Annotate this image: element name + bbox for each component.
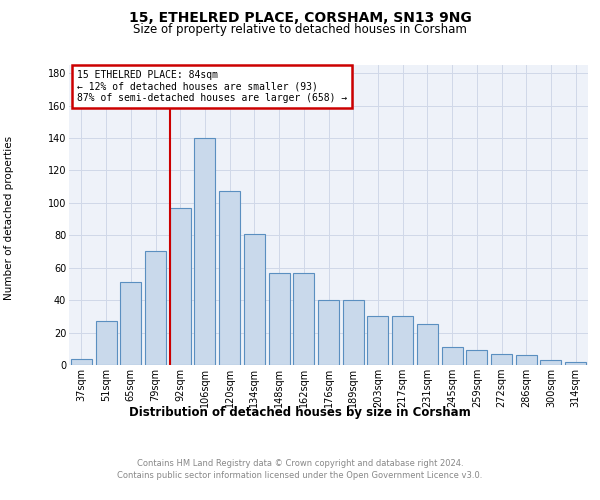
Bar: [194, 138, 215, 365]
Bar: [516, 356, 537, 365]
Text: Distribution of detached houses by size in Corsham: Distribution of detached houses by size …: [129, 406, 471, 419]
Bar: [367, 316, 388, 365]
Bar: [565, 362, 586, 365]
Bar: [95, 321, 116, 365]
Bar: [318, 300, 339, 365]
Text: Number of detached properties: Number of detached properties: [4, 136, 14, 300]
Bar: [244, 234, 265, 365]
Bar: [491, 354, 512, 365]
Text: Contains HM Land Registry data © Crown copyright and database right 2024.: Contains HM Land Registry data © Crown c…: [137, 460, 463, 468]
Bar: [466, 350, 487, 365]
Text: 15, ETHELRED PLACE, CORSHAM, SN13 9NG: 15, ETHELRED PLACE, CORSHAM, SN13 9NG: [128, 10, 472, 24]
Bar: [343, 300, 364, 365]
Bar: [71, 358, 92, 365]
Bar: [269, 272, 290, 365]
Text: 15 ETHELRED PLACE: 84sqm
← 12% of detached houses are smaller (93)
87% of semi-d: 15 ETHELRED PLACE: 84sqm ← 12% of detach…: [77, 70, 347, 102]
Bar: [392, 316, 413, 365]
Bar: [417, 324, 438, 365]
Bar: [219, 192, 240, 365]
Text: Contains public sector information licensed under the Open Government Licence v3: Contains public sector information licen…: [118, 472, 482, 480]
Bar: [442, 347, 463, 365]
Bar: [293, 272, 314, 365]
Text: Size of property relative to detached houses in Corsham: Size of property relative to detached ho…: [133, 22, 467, 36]
Bar: [145, 252, 166, 365]
Bar: [170, 208, 191, 365]
Bar: [541, 360, 562, 365]
Bar: [120, 282, 141, 365]
